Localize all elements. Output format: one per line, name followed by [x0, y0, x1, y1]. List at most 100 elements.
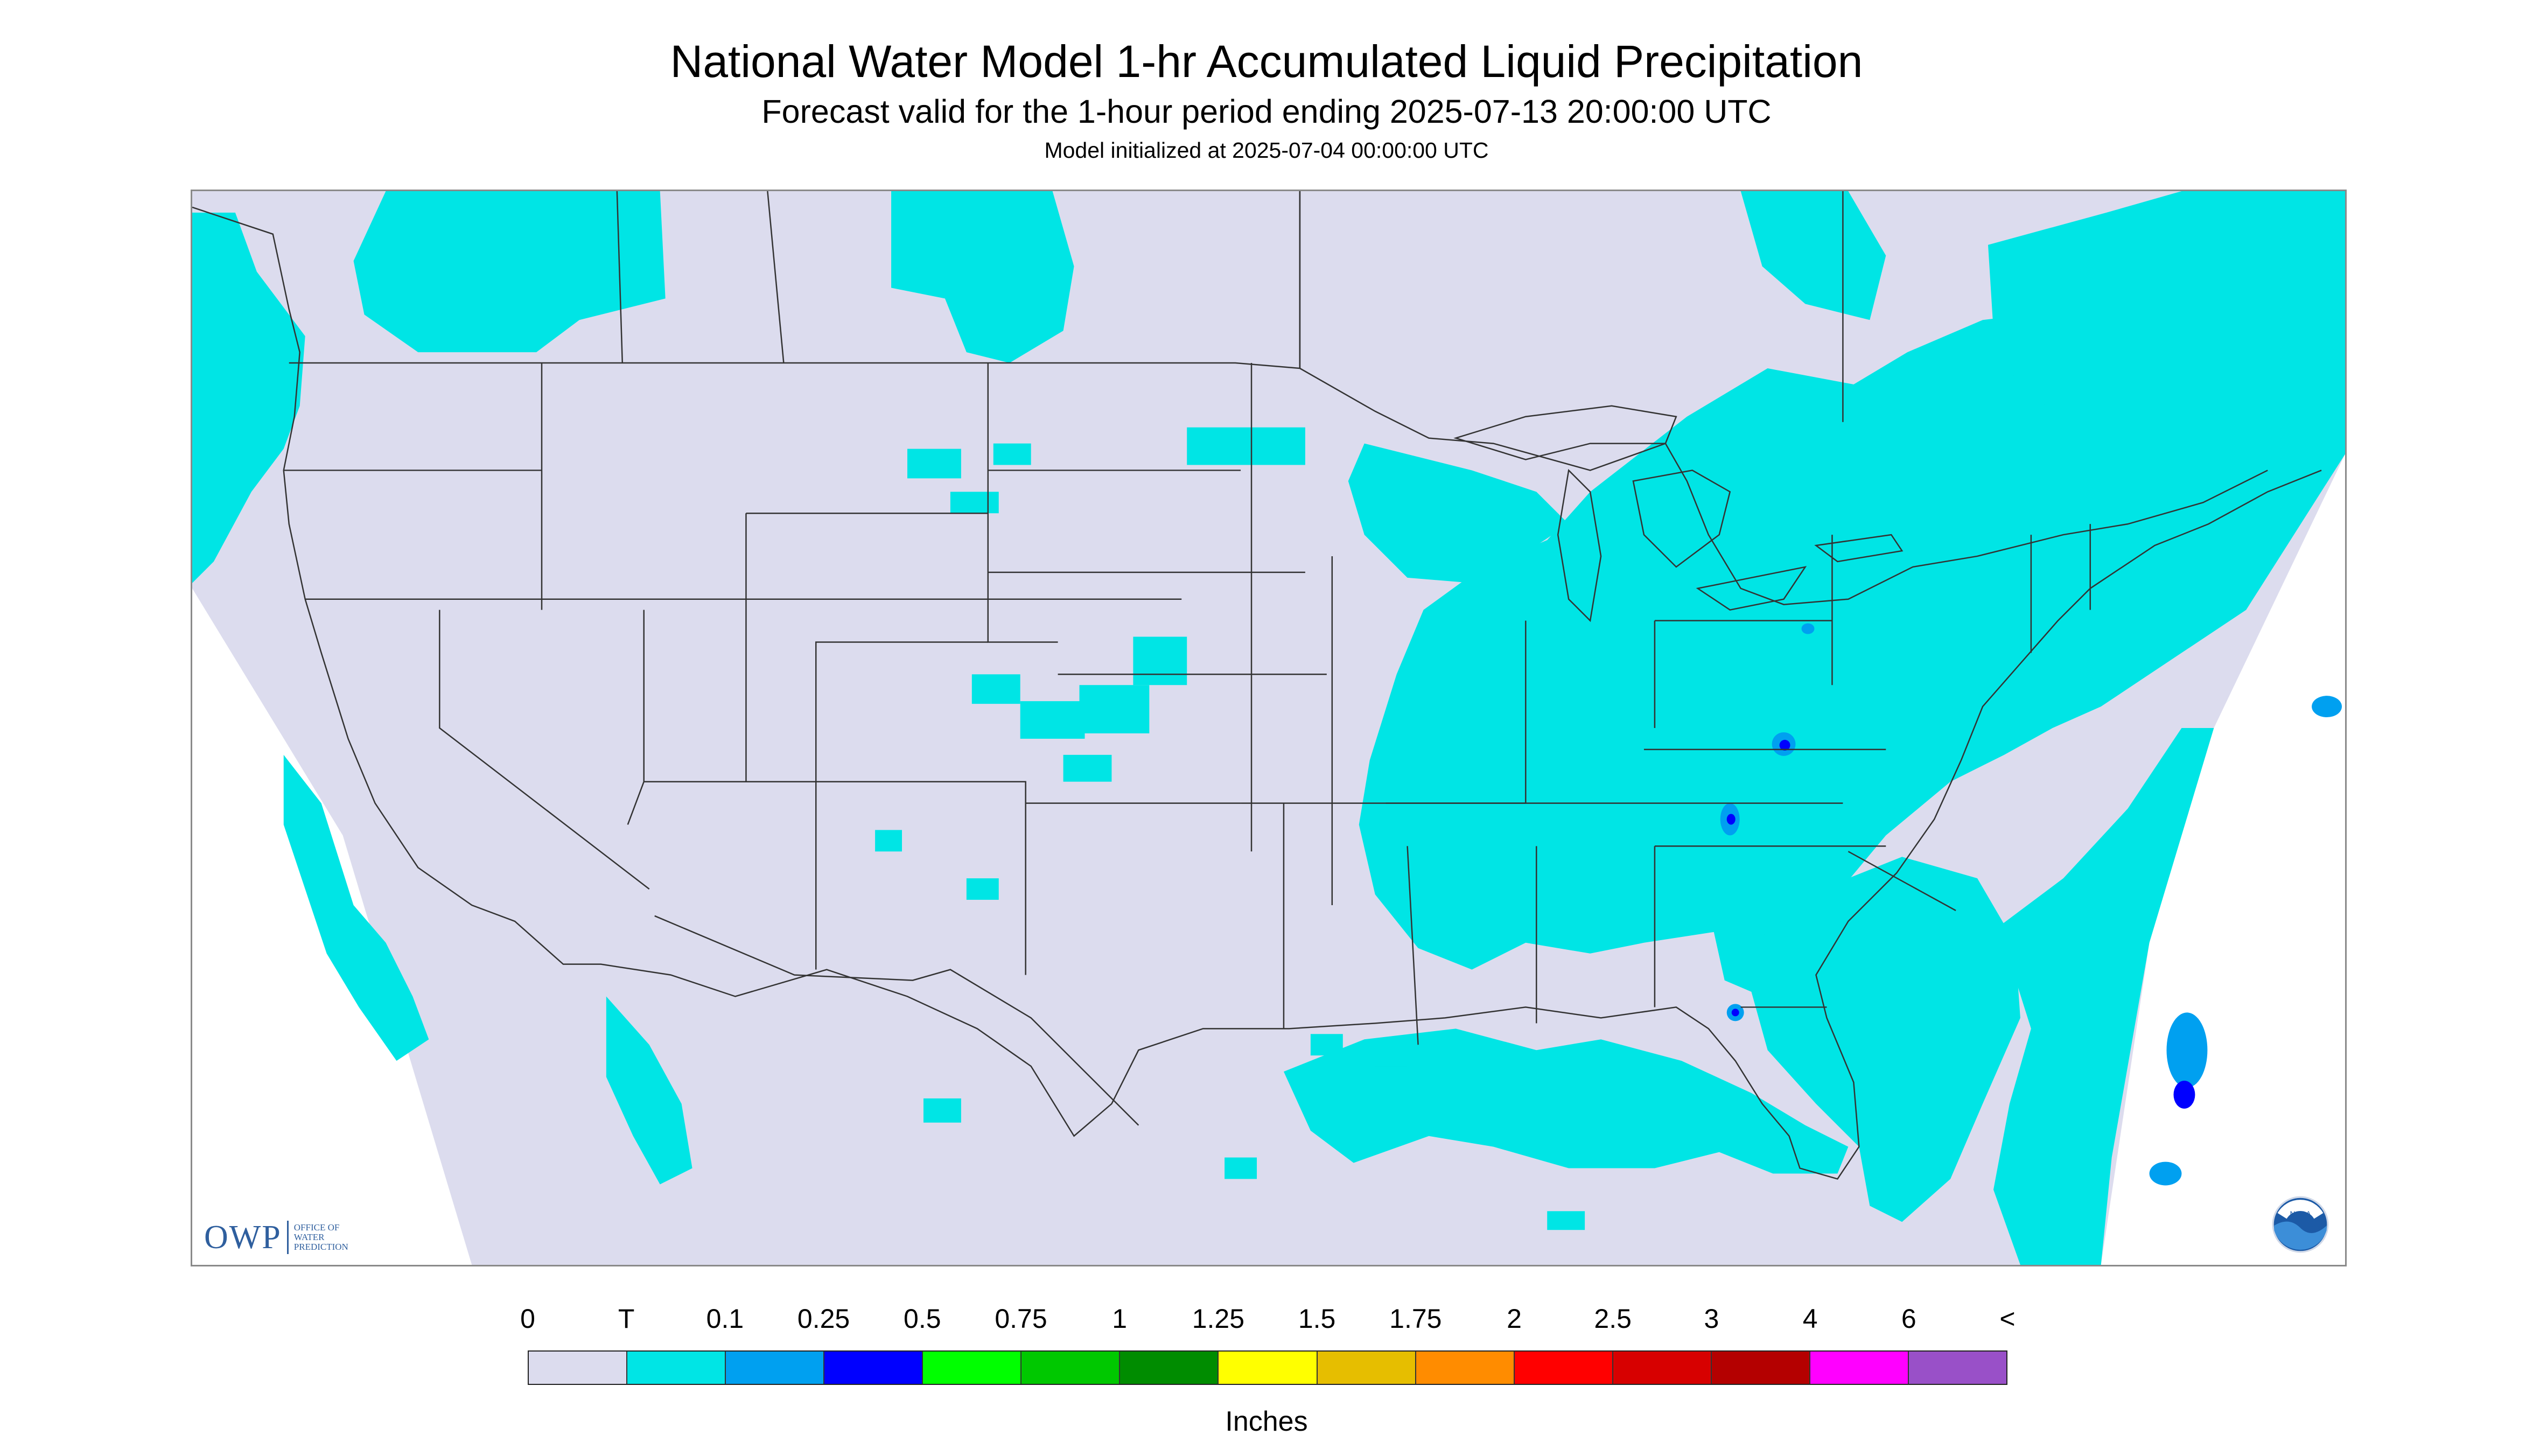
- legend-swatch: [1908, 1352, 2006, 1384]
- precip-blob: [950, 492, 999, 514]
- owp-logo: OWP Office of Water Prediction: [204, 1221, 386, 1254]
- legend-label: 4: [1802, 1304, 1818, 1334]
- legend-color-bar: [528, 1350, 2007, 1385]
- legend-swatch: [1514, 1352, 1613, 1384]
- legend-label: 0.5: [904, 1304, 941, 1334]
- state-line: [767, 191, 785, 363]
- precip-blob: [1133, 636, 1187, 685]
- precip-cell-heavy: [1779, 739, 1790, 751]
- legend-swatch: [627, 1352, 726, 1384]
- owp-mark: OWP: [204, 1219, 282, 1256]
- legend-label: 1.75: [1389, 1304, 1442, 1334]
- owp-text: Office of Water Prediction: [294, 1223, 386, 1252]
- legend-label: T: [618, 1304, 635, 1334]
- precip-blob: [923, 1098, 961, 1123]
- legend-label: 1.25: [1192, 1304, 1245, 1334]
- legend-label: <: [1999, 1304, 2016, 1334]
- precip-blob: [1547, 1211, 1585, 1230]
- precip-pacific-northwest: [192, 212, 305, 583]
- legend-swatch: [1219, 1352, 1318, 1384]
- state-boundaries: [192, 191, 2322, 1180]
- us-mexico-border: [654, 915, 1139, 1126]
- legend-swatch: [923, 1352, 1022, 1384]
- owp-text-line: Water: [293, 1232, 325, 1242]
- lake-superior: [1453, 405, 1677, 460]
- state-line: [815, 641, 988, 782]
- lake-michigan: [1557, 468, 1602, 622]
- legend-swatch: [1120, 1352, 1219, 1384]
- legend-swatch: [1613, 1352, 1712, 1384]
- precip-blob: [875, 830, 902, 852]
- legend-swatch: [529, 1352, 628, 1384]
- legend-label: 1: [1112, 1304, 1128, 1334]
- precip-cell-medium: [2149, 1161, 2182, 1186]
- precip-montana: [891, 191, 1074, 363]
- precip-blob: [993, 443, 1031, 465]
- great-lakes: [1453, 405, 1904, 622]
- map-subtitle: Forecast valid for the 1-hour period end…: [761, 93, 1772, 130]
- legend-label: 6: [1901, 1304, 1916, 1334]
- legend-label: 1.5: [1298, 1304, 1336, 1334]
- state-line: [616, 191, 624, 363]
- precip-blob: [1020, 701, 1085, 739]
- precip-blob: [1063, 754, 1112, 782]
- precip-blob: [1224, 1157, 1257, 1179]
- lake-huron: [1632, 470, 1731, 568]
- noaa-logo-icon: NOAA: [2272, 1196, 2329, 1253]
- legend-label: 3: [1704, 1304, 1719, 1334]
- precip-cell-medium: [2166, 1012, 2208, 1088]
- precip-blob: [1187, 427, 1305, 465]
- legend-labels: 0 T 0.1 0.25 0.5 0.75 1 1.25 1.5 1.75 2 2.5 3 4 6 <: [0, 1303, 2533, 1341]
- legend-label: 2.5: [1594, 1304, 1632, 1334]
- owp-text-line: Prediction: [293, 1242, 348, 1252]
- state-line: [439, 610, 650, 890]
- precip-blob: [907, 449, 961, 479]
- legend-swatch: [726, 1352, 825, 1384]
- owp-text-line: Office of: [293, 1222, 340, 1233]
- precip-blob: [966, 878, 999, 900]
- legend-swatch: [1317, 1352, 1416, 1384]
- noaa-logo-text: NOAA: [2290, 1210, 2311, 1218]
- precip-blob: [1375, 1045, 1408, 1067]
- map-canvas: [192, 191, 2345, 1265]
- us-canada-border: [289, 362, 2268, 605]
- precip-blob: [1310, 1034, 1343, 1056]
- precipitation-blobs: [875, 427, 1585, 1230]
- precip-baja: [606, 996, 692, 1185]
- precip-hudson: [1740, 191, 1886, 320]
- us-coastline: [192, 206, 2322, 1180]
- state-line: [1848, 851, 1956, 912]
- precip-gulf: [1283, 1028, 1849, 1174]
- map-title: National Water Model 1-hr Accumulated Li…: [670, 36, 1863, 87]
- legend-label: 0.75: [995, 1304, 1047, 1334]
- precip-north-cascades: [353, 191, 666, 353]
- state-line: [746, 512, 1058, 643]
- precip-great-lakes: [1348, 443, 1569, 583]
- legend-swatch: [1711, 1352, 1810, 1384]
- precip-cell-heavy: [1731, 1009, 1739, 1017]
- legend-label: 2: [1507, 1304, 1522, 1334]
- precip-blob: [971, 674, 1020, 704]
- legend-swatch: [824, 1352, 923, 1384]
- precip-florida: [1740, 857, 2020, 1222]
- legend-swatch: [1021, 1352, 1121, 1384]
- precip-blob: [1079, 685, 1150, 733]
- lake-erie: [1696, 566, 1807, 611]
- state-line: [1407, 846, 1419, 1045]
- owp-divider: [286, 1221, 289, 1254]
- precip-atlantic: [1993, 728, 2214, 1265]
- legend-swatch: [1416, 1352, 1515, 1384]
- legend-label: 0.25: [797, 1304, 850, 1334]
- precip-cell-medium: [1801, 623, 1815, 634]
- model-init-text: Model initialized at 2025-07-04 00:00:00…: [1044, 138, 1489, 163]
- precipitation-map: OWP Office of Water Prediction NOAA: [191, 190, 2347, 1266]
- legend-unit: Inches: [1225, 1406, 1308, 1437]
- legend-swatch: [1810, 1352, 1909, 1384]
- precipitation-regions: [192, 191, 2345, 1265]
- precip-pacific-coast: [283, 754, 429, 1061]
- lake-ontario: [1814, 534, 1904, 563]
- legend-label: 0.1: [706, 1304, 744, 1334]
- precip-cell-heavy: [2173, 1081, 2195, 1109]
- precip-cell-heavy: [1726, 814, 1736, 825]
- precip-cell-medium: [2312, 696, 2342, 718]
